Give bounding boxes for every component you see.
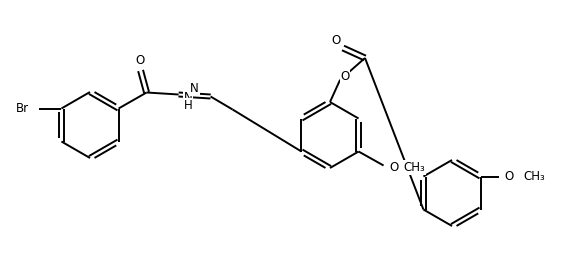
Text: N: N bbox=[183, 91, 193, 104]
Text: N: N bbox=[190, 82, 199, 95]
Text: H: H bbox=[183, 99, 193, 112]
Text: CH₃: CH₃ bbox=[524, 170, 545, 183]
Text: Br: Br bbox=[16, 102, 29, 115]
Text: O: O bbox=[340, 70, 350, 82]
Text: O: O bbox=[331, 34, 340, 46]
Text: O: O bbox=[504, 170, 513, 183]
Text: O: O bbox=[390, 161, 399, 174]
Text: O: O bbox=[135, 54, 144, 67]
Text: CH₃: CH₃ bbox=[403, 161, 425, 174]
